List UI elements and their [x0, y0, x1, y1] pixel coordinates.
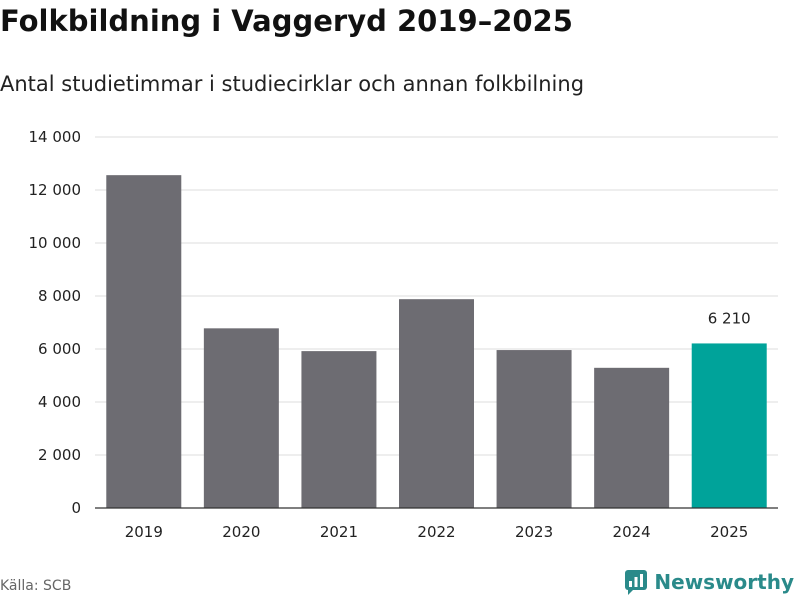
- brand-logo: Newsworthy: [624, 569, 794, 595]
- bar-2020: [203, 328, 279, 508]
- bar-2025: [691, 343, 767, 508]
- x-tick-label: 2019: [125, 523, 163, 541]
- bar-chart: 0 2 000 4 000 6 000 8 000 10 000 12 000 14 000 2…: [29, 128, 778, 541]
- newsworthy-logo-icon: [625, 570, 648, 595]
- y-tick-label: 2 000: [38, 446, 81, 464]
- bar-2024: [594, 367, 670, 508]
- chart-title: Folkbildning i Vaggeryd 2019–2025: [0, 4, 573, 38]
- x-tick-label: 2023: [515, 523, 553, 541]
- chart-subtitle: Antal studietimmar i studiecirklar och a…: [0, 72, 585, 96]
- bar-2019: [106, 175, 182, 508]
- x-tick-label: 2021: [320, 523, 358, 541]
- x-tick-label: 2024: [613, 523, 651, 541]
- y-tick-label: 10 000: [29, 234, 82, 252]
- y-tick-label: 8 000: [38, 287, 81, 305]
- brand-name: Newsworthy: [654, 570, 794, 594]
- bar-2022: [399, 299, 474, 508]
- y-tick-label: 6 000: [38, 340, 81, 358]
- bar-2023: [496, 350, 572, 508]
- y-tick-label: 14 000: [29, 128, 82, 146]
- y-tick-label: 4 000: [38, 393, 81, 411]
- data-label-2025: 6 210: [708, 309, 751, 327]
- y-tick-label: 12 000: [29, 181, 82, 199]
- source-note: Källa: SCB: [0, 578, 72, 594]
- x-tick-label: 2022: [417, 523, 455, 541]
- x-tick-label: 2025: [710, 523, 748, 541]
- y-tick-label: 0: [71, 499, 81, 517]
- x-tick-label: 2020: [222, 523, 260, 541]
- bar-2021: [301, 351, 377, 508]
